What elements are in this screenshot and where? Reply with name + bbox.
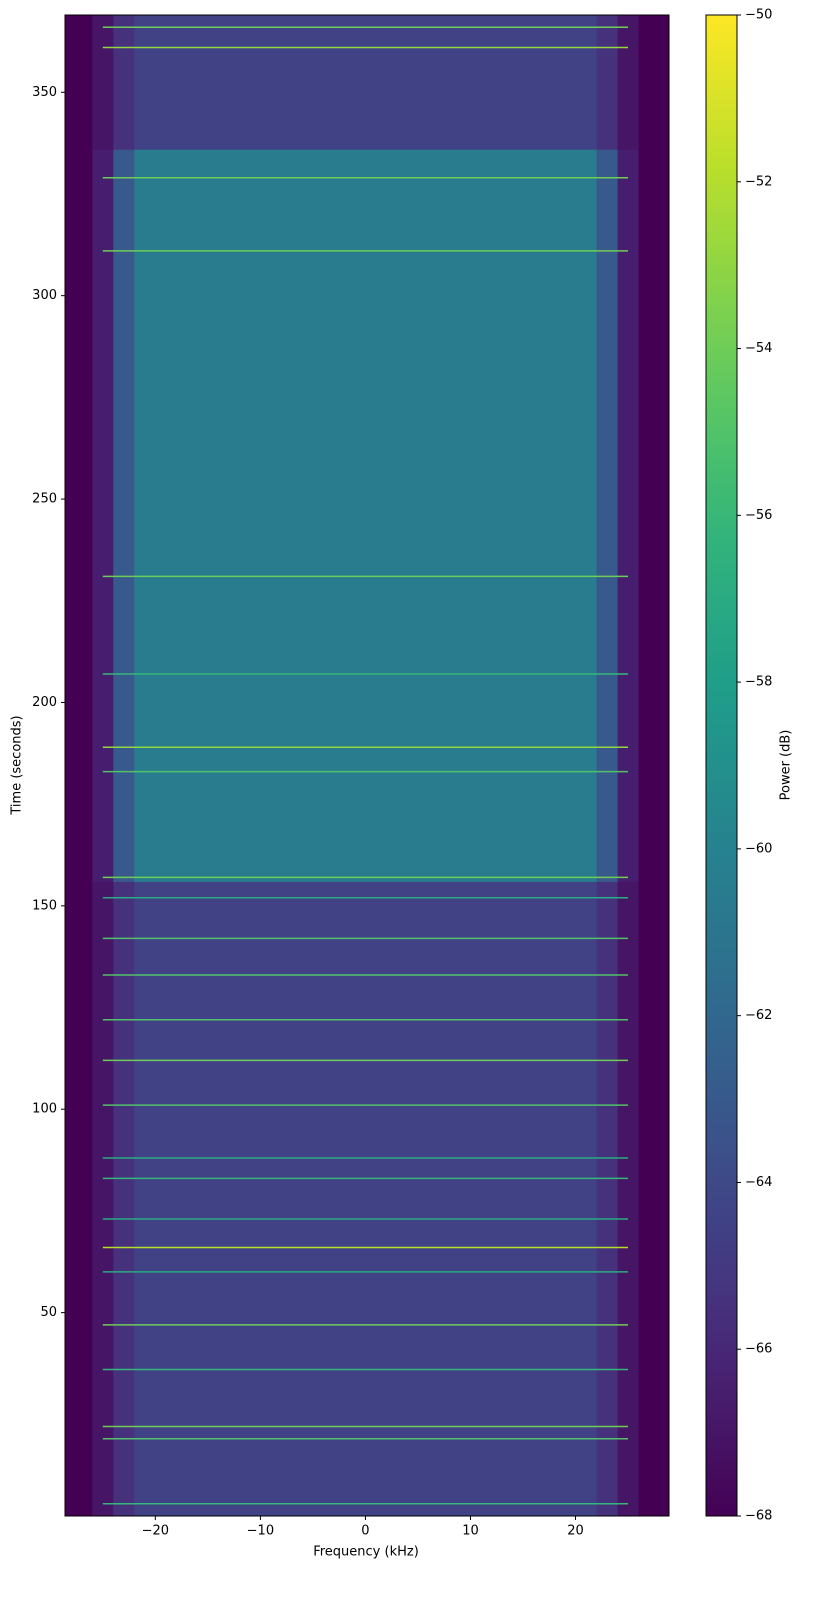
x-tick-label: −10 [247, 1524, 274, 1539]
colorbar-tick-label: −50 [745, 8, 772, 23]
y-tick-label: 100 [32, 1102, 57, 1117]
y-tick-label: 150 [32, 898, 57, 913]
heatmap-cell [617, 15, 640, 150]
heatmap-cell [92, 149, 114, 882]
colorbar-label: Power (dB) [779, 730, 794, 801]
heatmap-cell [65, 149, 93, 882]
heatmap-cell [638, 15, 670, 150]
heatmap-cell [92, 15, 114, 150]
colorbar-tick-label: −68 [745, 1509, 772, 1524]
y-tick-label: 50 [40, 1305, 57, 1320]
colorbar-tick-label: −54 [745, 341, 772, 356]
heatmap-cell [65, 15, 93, 150]
heatmap-cell [134, 881, 598, 1517]
colorbar-tick-label: −62 [745, 1008, 772, 1023]
heatmap-cell [113, 149, 135, 882]
y-tick-label: 350 [32, 85, 57, 100]
colorbar-tick-label: −56 [745, 508, 772, 523]
heatmap-cell [134, 149, 598, 882]
colorbar-tick-label: −64 [745, 1175, 772, 1190]
heatmap-cell [638, 881, 670, 1517]
heatmap-cell [134, 15, 598, 150]
y-tick-label: 200 [32, 695, 57, 710]
x-tick-label: −20 [142, 1524, 169, 1539]
heatmap-cell [617, 881, 640, 1517]
heatmap-cell [65, 881, 93, 1517]
colorbar-tick-label: −60 [745, 841, 772, 856]
x-tick-label: 20 [567, 1524, 584, 1539]
heatmap-cell [638, 149, 670, 882]
colorbar-tick-label: −58 [745, 675, 772, 690]
heatmap-cell [596, 15, 619, 150]
colorbar-tick-label: −66 [745, 1342, 772, 1357]
x-axis-label: Frequency (kHz) [313, 1545, 419, 1560]
x-tick-label: 0 [361, 1524, 369, 1539]
heatmap-cell [596, 881, 619, 1517]
heatmap-cell [92, 881, 114, 1517]
heatmap-cell [617, 149, 640, 882]
heatmap-cell [596, 149, 619, 882]
y-tick-label: 300 [32, 288, 57, 303]
colorbar-tick-label: −52 [745, 174, 772, 189]
x-tick-label: 10 [462, 1524, 479, 1539]
colorbar [705, 14, 738, 1517]
heatmap-cell [113, 881, 135, 1517]
y-axis-label: Time (seconds) [10, 715, 25, 815]
plot-frame [64, 14, 670, 1517]
y-tick-label: 250 [32, 492, 57, 507]
heatmap-cell [113, 15, 135, 150]
